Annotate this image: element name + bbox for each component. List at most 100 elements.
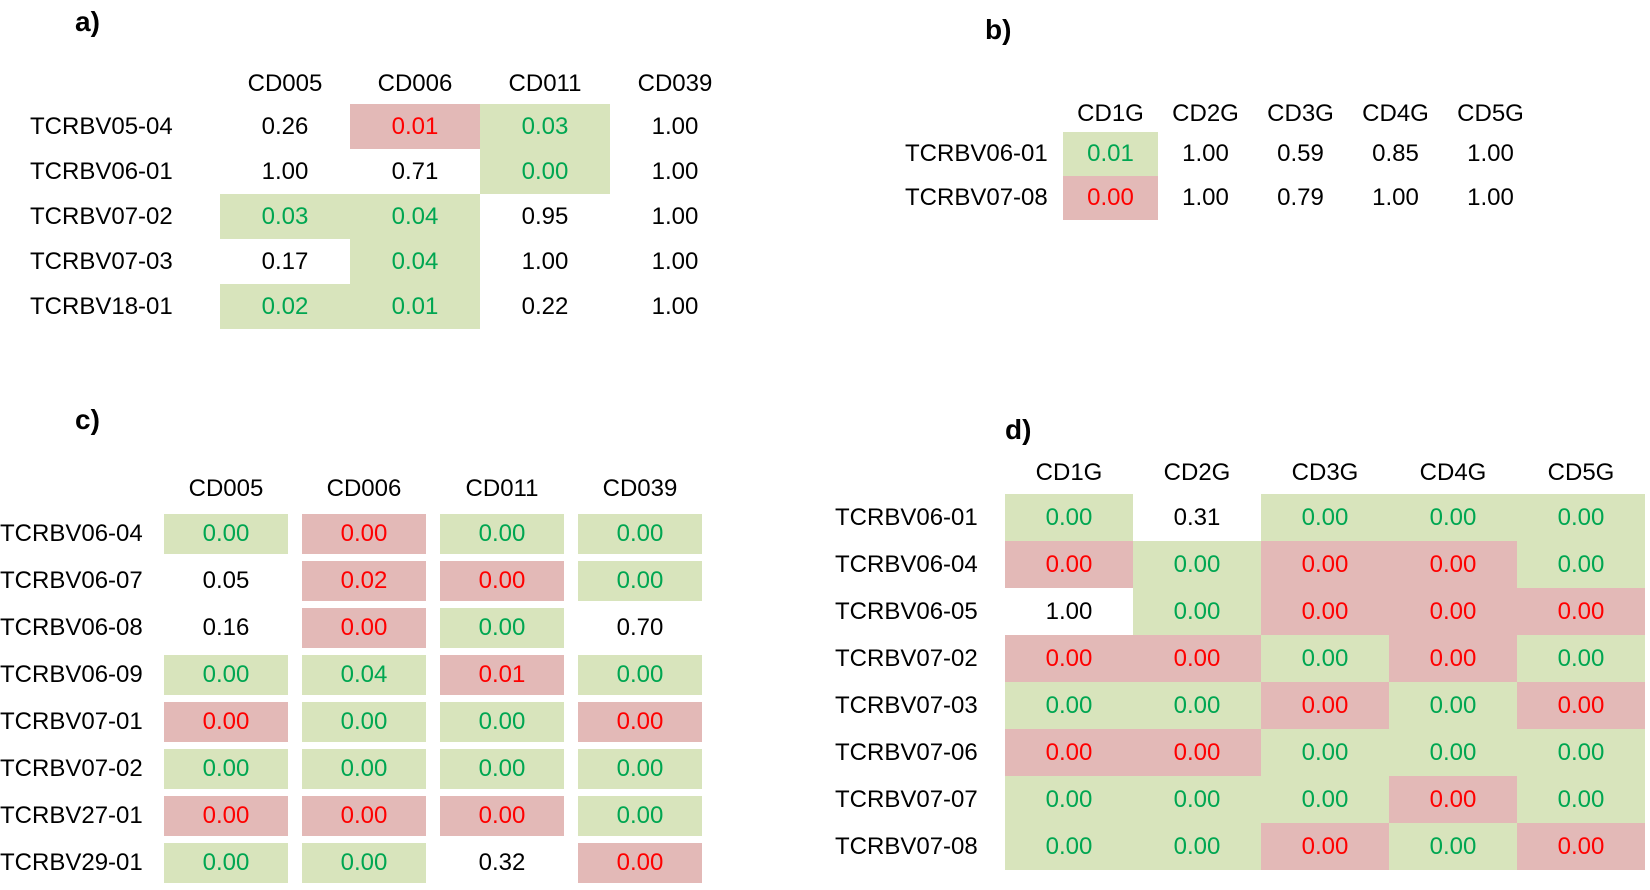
cell-value: 0.70 (616, 614, 664, 641)
cell-value: 0.00 (440, 561, 564, 601)
cell-value: 0.00 (1063, 176, 1158, 220)
cell-value: 0.00 (1389, 776, 1517, 823)
cell-value: 0.17 (261, 247, 309, 275)
cell-value: 0.00 (164, 514, 288, 554)
cell-value: 0.22 (521, 292, 569, 320)
cell-value: 0.00 (1517, 635, 1645, 682)
row-label: TCRBV07-02 (30, 202, 173, 230)
cell-value: 0.00 (1261, 494, 1389, 541)
cell-value: 0.00 (440, 702, 564, 742)
column-header: CD2G (1163, 459, 1231, 486)
table-row: TCRBV07-02 0.00 0.00 0.00 0.00 (0, 749, 702, 789)
table-row: TCRBV06-07 0.05 0.02 0.00 0.00 (0, 561, 702, 601)
row-label: TCRBV07-07 (835, 785, 978, 813)
table-row: TCRBV06-04 0.00 0.00 0.00 0.00 (0, 514, 702, 554)
column-header: CD011 (465, 475, 539, 502)
cell-value: 0.00 (1005, 682, 1133, 729)
cell-value: 0.79 (1277, 184, 1324, 211)
cell-value: 0.00 (1005, 729, 1133, 776)
panel-a: a) CD005 CD006 CD011 CD039 TCRBV05-04 0.26 0.0… (30, 6, 740, 329)
table-row: TCRBV18-01 0.02 0.01 0.22 1.00 (30, 284, 740, 329)
cell-value: 0.00 (578, 796, 702, 836)
panel-c-table: CD005 CD006 CD011 CD039 TCRBV06-04 0.00 0.00 0.… (0, 464, 716, 890)
table-row: TCRBV07-02 0.03 0.04 0.95 1.00 (30, 194, 740, 239)
table-row: TCRBV07-03 0.17 0.04 1.00 1.00 (30, 239, 740, 284)
row-label: TCRBV27-01 (0, 802, 143, 829)
table-row: TCRBV27-01 0.00 0.00 0.00 0.00 (0, 796, 702, 836)
row-label: TCRBV06-09 (0, 661, 143, 688)
row-label: TCRBV07-08 (905, 184, 1048, 211)
cell-value: 0.00 (164, 843, 288, 883)
cell-value: 0.00 (440, 514, 564, 554)
cell-value: 1.00 (651, 157, 699, 185)
row-label: TCRBV07-01 (0, 708, 143, 735)
row-label: TCRBV07-03 (30, 247, 173, 275)
cell-value: 0.00 (1005, 776, 1133, 823)
column-header: CD006 (326, 475, 402, 502)
cell-value: 0.00 (440, 796, 564, 836)
header-row: CD1G CD2G CD3G CD4G CD5G (835, 452, 1645, 494)
cell-value: 0.00 (1389, 541, 1517, 588)
cell-value: 0.00 (1389, 635, 1517, 682)
table-row: TCRBV06-04 0.00 0.00 0.00 0.00 0.00 (835, 541, 1645, 588)
column-header: CD005 (188, 475, 264, 502)
cell-value: 0.01 (350, 284, 480, 329)
column-header: CD5G (1547, 459, 1615, 486)
cell-value: 1.00 (1467, 184, 1514, 211)
cell-value: 0.00 (1261, 588, 1389, 635)
cell-value: 0.26 (261, 112, 309, 140)
table-row: TCRBV06-01 1.00 0.71 0.00 1.00 (30, 149, 740, 194)
cell-value: 0.00 (578, 655, 702, 695)
row-label: TCRBV07-03 (835, 691, 978, 719)
cell-value: 0.00 (1389, 729, 1517, 776)
table-row: TCRBV06-08 0.16 0.00 0.00 0.70 (0, 608, 702, 648)
cell-value: 0.00 (1005, 823, 1133, 870)
column-header: CD1G (1035, 459, 1103, 486)
header-spacer (875, 96, 1063, 132)
cell-value: 0.00 (1517, 729, 1645, 776)
table-row: TCRBV07-08 0.00 1.00 0.79 1.00 1.00 (875, 176, 1538, 220)
cell-value: 0.00 (302, 608, 426, 648)
header-row: CD1G CD2G CD3G CD4G CD5G (875, 96, 1538, 132)
cell-value: 0.00 (1261, 541, 1389, 588)
table-row: TCRBV06-05 1.00 0.00 0.00 0.00 0.00 (835, 588, 1645, 635)
cell-value: 0.95 (521, 202, 569, 230)
cell-value: 0.00 (1133, 682, 1261, 729)
cell-value: 0.04 (350, 239, 480, 284)
row-label: TCRBV06-04 (0, 520, 143, 547)
cell-value: 1.00 (1372, 184, 1419, 211)
cell-value: 0.00 (440, 749, 564, 789)
row-label: TCRBV29-01 (0, 849, 143, 876)
cell-value: 1.00 (1182, 140, 1229, 167)
cell-value: 0.00 (302, 514, 426, 554)
cell-value: 0.00 (1517, 541, 1645, 588)
panel-d-table: CD1G CD2G CD3G CD4G CD5G TCRBV06-01 0.00 0.31 0.… (835, 452, 1645, 870)
cell-value: 0.00 (302, 749, 426, 789)
panel-c-label: c) (75, 404, 100, 435)
row-label: TCRBV07-06 (835, 738, 978, 766)
table-row: TCRBV06-01 0.00 0.31 0.00 0.00 0.00 (835, 494, 1645, 541)
cell-value: 1.00 (651, 202, 699, 230)
cell-value: 0.04 (302, 655, 426, 695)
cell-value: 0.00 (1133, 729, 1261, 776)
table-row: TCRBV29-01 0.00 0.00 0.32 0.00 (0, 843, 702, 883)
cell-value: 0.01 (440, 655, 564, 695)
cell-value: 0.00 (1261, 682, 1389, 729)
cell-value: 0.00 (1261, 776, 1389, 823)
header-spacer (0, 471, 150, 507)
row-label: TCRBV06-07 (0, 567, 143, 594)
cell-value: 0.00 (1517, 823, 1645, 870)
cell-value: 0.05 (202, 567, 250, 594)
column-header: CD039 (602, 475, 678, 502)
cell-value: 0.02 (220, 284, 350, 329)
row-label: TCRBV07-02 (835, 644, 978, 672)
table-row: TCRBV07-01 0.00 0.00 0.00 0.00 (0, 702, 702, 742)
panel-b-label: b) (985, 14, 1012, 45)
cell-value: 0.85 (1372, 140, 1419, 167)
table-row: TCRBV06-01 0.01 1.00 0.59 0.85 1.00 (875, 132, 1538, 176)
cell-value: 0.00 (1005, 635, 1133, 682)
table-row: TCRBV07-03 0.00 0.00 0.00 0.00 0.00 (835, 682, 1645, 729)
column-header: CD2G (1172, 100, 1239, 127)
table-row: TCRBV07-02 0.00 0.00 0.00 0.00 0.00 (835, 635, 1645, 682)
table-row: TCRBV06-09 0.00 0.04 0.01 0.00 (0, 655, 702, 695)
